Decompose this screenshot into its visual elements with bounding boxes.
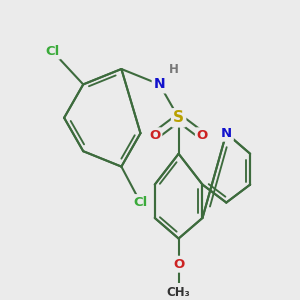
Text: S: S [173, 110, 184, 125]
Text: Cl: Cl [45, 44, 59, 58]
Text: Cl: Cl [133, 196, 148, 209]
Text: O: O [149, 129, 160, 142]
Text: N: N [221, 127, 232, 140]
Text: O: O [173, 258, 184, 271]
Text: N: N [154, 77, 165, 92]
Text: H: H [169, 62, 179, 76]
Text: CH₃: CH₃ [167, 286, 190, 299]
Text: O: O [197, 129, 208, 142]
